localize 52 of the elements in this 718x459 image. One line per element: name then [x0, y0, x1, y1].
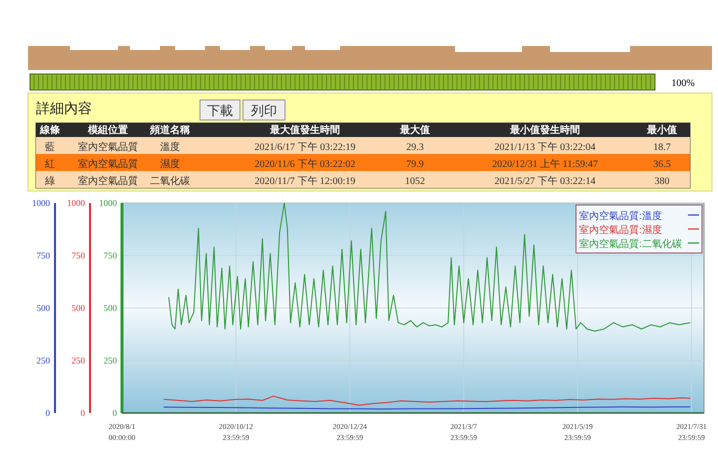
y-tick-label: 0 — [80, 408, 86, 418]
text: 線條 — [39, 124, 60, 136]
text: 最小值 — [646, 124, 677, 136]
text: 濕度 — [160, 158, 180, 170]
text: 1052 — [405, 176, 425, 187]
text: 紅 — [45, 159, 55, 170]
text: 室內空氣品質 — [78, 141, 138, 153]
text: 2021/6/17 下午 03:22:19 — [254, 141, 356, 153]
y-tick-label: 1000 — [67, 198, 86, 208]
y2-tick-label: 0 — [112, 408, 118, 418]
y2-tick-label: 250 — [104, 356, 118, 366]
y-tick-label: 750 — [72, 250, 86, 260]
text: 最小值發生時間 — [509, 124, 580, 136]
text: 29.3 — [406, 142, 424, 153]
y3-tick-label: 500 — [36, 303, 50, 313]
y3-tick-label: 750 — [36, 250, 50, 260]
y2-tick-label: 500 — [104, 303, 118, 313]
text: 室內空氣品質:濕度 — [579, 224, 662, 236]
text: 室內空氣品質:溫度 — [579, 210, 662, 222]
text: 列印 — [251, 103, 277, 118]
text: 最大值 — [399, 124, 430, 136]
line-series — [168, 202, 690, 332]
text: 2020/11/7 下午 12:00:19 — [254, 175, 356, 187]
text: 最大值發生時間 — [269, 124, 340, 136]
text: 2020/12/31 上午 11:59:47 — [492, 158, 598, 170]
text: 藍 — [45, 141, 55, 153]
text: 79.9 — [406, 159, 424, 170]
y2-tick-label: 1000 — [99, 198, 118, 208]
text: 18.7 — [653, 142, 671, 153]
y-tick-label: 250 — [72, 356, 86, 366]
text: 下載 — [207, 103, 233, 118]
text: 2021/1/13 下午 03:22:04 — [494, 141, 596, 153]
y3-tick-label: 250 — [36, 356, 50, 366]
text: 室內空氣品質 — [78, 158, 138, 170]
line-series — [164, 396, 690, 406]
text: 詳細內容 — [36, 100, 92, 116]
y-tick-label: 500 — [72, 303, 86, 313]
text: 室內空氣品質 — [78, 175, 138, 187]
text: 2020/11/6 下午 03:22:02 — [254, 158, 356, 170]
legend-label: 室內空氣品質:二氧化碳 — [579, 238, 682, 250]
text: 溫度 — [160, 141, 180, 153]
text: 模組位置 — [87, 124, 128, 136]
y3-tick-label: 1000 — [32, 198, 50, 208]
text: 36.5 — [653, 159, 671, 170]
text: 100% — [671, 78, 695, 89]
y3-tick-label: 0 — [46, 408, 50, 418]
text: 頻道名稱 — [149, 124, 190, 136]
text: 380 — [654, 176, 670, 187]
text: 2021/5/27 下午 03:22:14 — [494, 175, 596, 187]
y2-tick-label: 750 — [104, 250, 118, 260]
text: 綠 — [44, 175, 55, 187]
text: 二氧化碳 — [150, 175, 190, 187]
